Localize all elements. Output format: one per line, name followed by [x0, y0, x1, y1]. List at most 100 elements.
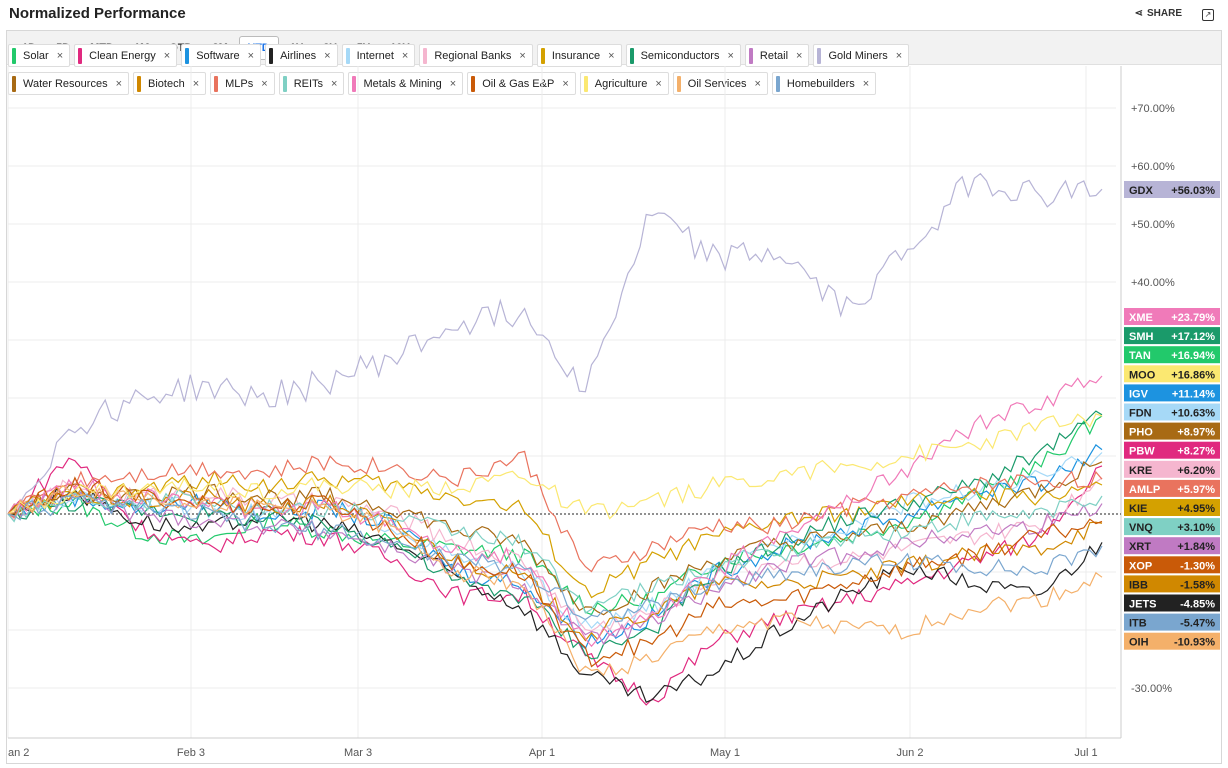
- remove-series-icon[interactable]: ×: [655, 77, 662, 90]
- legend-label: Solar: [23, 49, 49, 62]
- expand-icon[interactable]: ↗: [1202, 9, 1214, 21]
- legend-row: Water Resources × Biotech × MLPs × REITs × Metal…: [8, 72, 1008, 95]
- legend-swatch: [423, 47, 428, 64]
- legend-chip[interactable]: Agriculture ×: [579, 72, 669, 95]
- value-label-bg: [1124, 556, 1220, 574]
- legend-label: Metals & Mining: [363, 77, 442, 90]
- legend-label: Insurance: [551, 49, 601, 62]
- value-label-ticker: XRT: [1129, 541, 1151, 553]
- value-label-value: +23.79%: [1171, 312, 1215, 324]
- value-label-value: +56.03%: [1171, 185, 1215, 197]
- legend-swatch: [583, 75, 588, 92]
- value-label-bg: [1124, 479, 1220, 497]
- remove-series-icon[interactable]: ×: [163, 49, 171, 62]
- legend-chip[interactable]: MLPs ×: [210, 72, 275, 95]
- legend-label: Biotech: [148, 77, 185, 90]
- value-label-bg: [1124, 441, 1220, 459]
- value-label-bg: [1124, 327, 1220, 345]
- series-line-vnq: [7, 488, 1103, 614]
- legend-chip[interactable]: Metals & Mining ×: [348, 72, 464, 95]
- remove-series-icon[interactable]: ×: [247, 49, 255, 62]
- series-line-igv: [7, 444, 1103, 650]
- remove-series-icon[interactable]: ×: [796, 49, 803, 62]
- remove-series-icon[interactable]: ×: [608, 49, 615, 62]
- x-tick-label: Feb 3: [177, 747, 205, 759]
- value-label-bg: [1124, 518, 1220, 536]
- value-label-value: -4.85%: [1180, 599, 1215, 611]
- legend-label: Clean Energy: [89, 49, 156, 62]
- y-tick-label: +40.00%: [1131, 277, 1175, 289]
- legend-chip[interactable]: Biotech ×: [133, 72, 207, 95]
- legend-swatch: [676, 75, 681, 92]
- legend-chip[interactable]: Gold Miners ×: [813, 44, 910, 67]
- value-label-ticker: XOP: [1129, 560, 1152, 572]
- remove-series-icon[interactable]: ×: [261, 77, 268, 90]
- value-label-ticker: FDN: [1129, 408, 1152, 420]
- remove-series-icon[interactable]: ×: [449, 77, 457, 90]
- remove-series-icon[interactable]: ×: [324, 49, 331, 62]
- value-label-bg: [1124, 403, 1220, 421]
- value-label-ticker: PBW: [1129, 446, 1155, 458]
- legend-chip[interactable]: Solar ×: [8, 44, 71, 67]
- remove-series-icon[interactable]: ×: [331, 77, 338, 90]
- legend-swatch: [345, 47, 350, 64]
- legend-chip[interactable]: Software ×: [181, 44, 262, 67]
- value-label-ticker: KRE: [1129, 465, 1152, 477]
- series-line-jets: [7, 486, 1103, 703]
- legend-label: Gold Miners: [828, 49, 888, 62]
- legend-swatch: [185, 47, 190, 64]
- legend-swatch: [629, 47, 634, 64]
- remove-series-icon[interactable]: ×: [192, 77, 200, 90]
- legend-chip[interactable]: Airlines ×: [265, 44, 338, 67]
- x-tick-label: Apr 1: [529, 747, 555, 759]
- legend-chip[interactable]: REITs ×: [278, 72, 345, 95]
- remove-series-icon[interactable]: ×: [401, 49, 409, 62]
- legend-chip[interactable]: Clean Energy ×: [74, 44, 178, 67]
- legend-swatch: [12, 75, 16, 92]
- share-button[interactable]: ⋖ SHARE: [1135, 8, 1182, 19]
- remove-series-icon[interactable]: ×: [56, 49, 64, 62]
- legend-chip[interactable]: Insurance ×: [536, 44, 622, 67]
- legend-chip[interactable]: Oil & Gas E&P ×: [467, 72, 576, 95]
- legend-chip[interactable]: Retail ×: [744, 44, 810, 67]
- remove-series-icon[interactable]: ×: [754, 77, 761, 90]
- value-label-ticker: JETS: [1129, 599, 1157, 611]
- series-line-pho: [7, 461, 1103, 616]
- legend-chip[interactable]: Regional Banks ×: [419, 44, 533, 67]
- value-label-value: +8.27%: [1177, 446, 1215, 458]
- remove-series-icon[interactable]: ×: [115, 77, 122, 90]
- legend-label: Oil Services: [687, 77, 747, 90]
- value-label-bg: [1124, 594, 1220, 612]
- remove-series-icon[interactable]: ×: [519, 49, 526, 62]
- legend-chip[interactable]: Internet ×: [341, 44, 416, 67]
- value-label-value: -1.30%: [1180, 560, 1215, 572]
- y-tick-label: +70.00%: [1131, 103, 1175, 115]
- value-label-bg: [1124, 308, 1220, 325]
- x-tick-label: an 2: [8, 747, 29, 759]
- legend-label: MLPs: [225, 77, 254, 90]
- legend-label: Water Resources: [23, 77, 108, 90]
- legend-chip[interactable]: Oil Services ×: [672, 72, 768, 95]
- remove-series-icon[interactable]: ×: [895, 49, 903, 62]
- value-label-value: -5.47%: [1180, 618, 1215, 630]
- value-label-value: +16.94%: [1171, 350, 1215, 362]
- value-label-value: +10.63%: [1171, 408, 1215, 420]
- value-label-bg: [1124, 613, 1220, 631]
- series-line-xop: [7, 476, 1103, 668]
- value-label-ticker: XME: [1129, 312, 1153, 324]
- x-tick-label: Mar 3: [344, 747, 372, 759]
- series-line-moo: [7, 413, 1103, 520]
- legend-chip[interactable]: Homebuilders ×: [771, 72, 877, 95]
- legend-chip[interactable]: Semiconductors ×: [625, 44, 741, 67]
- value-label-value: +16.86%: [1171, 369, 1215, 381]
- series-line-xme: [7, 375, 1103, 648]
- remove-series-icon[interactable]: ×: [727, 49, 734, 62]
- value-label-ticker: GDX: [1129, 185, 1154, 197]
- series-line-tan: [7, 415, 1103, 616]
- remove-series-icon[interactable]: ×: [562, 77, 569, 90]
- legend-swatch: [269, 47, 274, 64]
- remove-series-icon[interactable]: ×: [862, 77, 870, 90]
- legend-swatch: [748, 47, 753, 64]
- series-line-kre: [7, 477, 1103, 632]
